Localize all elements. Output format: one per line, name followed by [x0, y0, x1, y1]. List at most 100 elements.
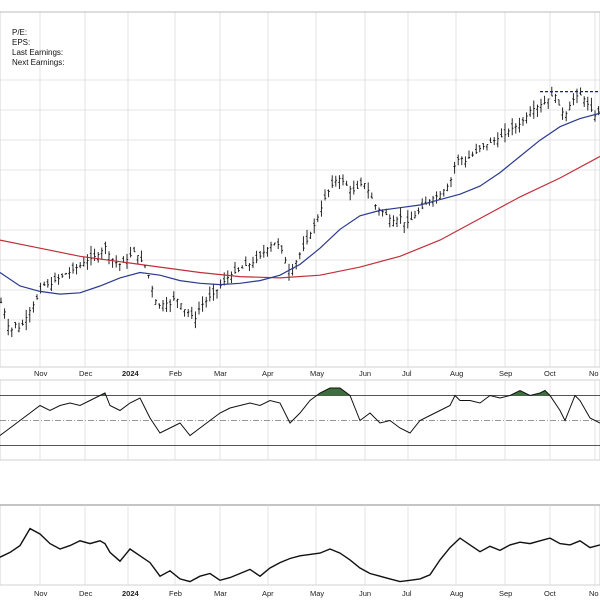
price-bar: [586, 96, 589, 111]
price-bar: [561, 107, 564, 120]
price-x-tick-label: 2024: [122, 369, 140, 378]
price-bar: [583, 96, 586, 107]
price-bar: [313, 218, 316, 234]
price-bar: [471, 151, 474, 157]
price-bar: [525, 112, 528, 124]
price-bar: [316, 214, 319, 223]
price-bar: [298, 252, 301, 260]
price-bar: [514, 123, 517, 134]
price-bar: [460, 156, 463, 166]
price-bar: [464, 156, 467, 168]
price-bar: [14, 321, 17, 329]
price-x-tick-label: Aug: [450, 369, 463, 378]
price-bar: [280, 245, 283, 254]
price-bar: [3, 308, 6, 319]
price-bar: [125, 253, 129, 269]
price-bar: [151, 285, 154, 298]
price-bar: [53, 272, 57, 283]
price-bar: [35, 294, 39, 300]
price-bar: [183, 309, 186, 317]
price-bar: [356, 180, 359, 189]
price-bar: [205, 296, 208, 308]
price-x-axis: Nov Dec 2024 Feb Mar Apr May Jun Jul Aug Sep Oct No: [34, 369, 599, 378]
indicator-x-tick-label: Feb: [169, 589, 182, 598]
price-grid: [0, 12, 600, 367]
price-bar: [0, 297, 3, 304]
price-bar: [449, 177, 453, 188]
price-bar: [104, 241, 107, 255]
price-bar: [97, 251, 100, 263]
price-bar: [82, 256, 85, 267]
price-bar: [446, 183, 449, 192]
price-bar: [169, 299, 172, 313]
price-bar: [32, 301, 35, 313]
indicator-x-tick-label: Oct: [544, 589, 557, 598]
price-bar: [331, 175, 334, 188]
price-bar: [421, 198, 424, 210]
price-bar: [496, 132, 499, 148]
price-bar: [399, 207, 402, 224]
price-bar: [79, 262, 82, 269]
price-bar: [57, 274, 60, 285]
price-bar: [323, 189, 327, 201]
price-bar: [251, 256, 255, 269]
price-bar: [392, 215, 395, 227]
price-bar: [111, 258, 114, 268]
price-bar: [327, 189, 330, 198]
price-bar: [46, 279, 49, 288]
price-bar: [467, 150, 471, 159]
price-bar: [172, 291, 175, 301]
price-bar: [50, 276, 53, 291]
price-bar: [212, 283, 215, 301]
price-bar: [341, 174, 345, 186]
price-x-tick-label: Oct: [544, 369, 557, 378]
price-bar: [158, 303, 161, 309]
price-bar: [439, 191, 442, 200]
price-bar: [457, 154, 460, 166]
price-bar: [590, 97, 593, 112]
price-bar: [403, 222, 406, 234]
price-bar: [539, 98, 543, 113]
price-bar: [75, 264, 78, 275]
indicator-x-tick-label: No: [589, 589, 599, 598]
price-bar: [475, 143, 478, 155]
indicator-line: [0, 527, 600, 583]
price-bar: [93, 248, 96, 262]
price-bar: [25, 309, 28, 331]
price-bar: [295, 259, 298, 270]
indicator-x-axis: Nov Dec 2024 Feb Mar Apr May Jun Jul Aug Sep Oct No: [34, 589, 599, 598]
price-bar: [395, 216, 399, 227]
price-bar: [176, 298, 179, 309]
indicator-panel: [0, 504, 600, 586]
price-bar: [17, 322, 21, 333]
price-bar: [302, 236, 305, 252]
price-bar: [179, 303, 183, 310]
price-bar: [133, 246, 136, 253]
price-bar: [259, 251, 262, 259]
price-bar: [417, 207, 420, 215]
price-bar: [230, 271, 233, 284]
price-bar: [248, 263, 251, 272]
price-bar: [190, 306, 193, 319]
price-bar: [100, 247, 103, 260]
indicator-grid: [39, 505, 596, 585]
pe-label: P/E:: [12, 28, 28, 37]
indicator-x-tick-label: 2024: [122, 589, 140, 598]
price-bar: [593, 110, 597, 122]
ma-short-line: [0, 112, 600, 295]
price-x-tick-label: Nov: [34, 369, 48, 378]
price-bar: [482, 143, 485, 150]
price-bar: [352, 180, 355, 195]
price-bar: [241, 265, 244, 269]
price-x-tick-label: Sep: [499, 369, 512, 378]
eps-label: EPS:: [12, 38, 31, 47]
price-bar: [10, 327, 13, 338]
price-bar: [334, 175, 337, 187]
next-earnings-label: Next Earnings:: [12, 58, 65, 67]
price-bar: [244, 256, 247, 266]
price-bar: [442, 188, 445, 197]
price-bar: [154, 299, 157, 305]
price-bar: [349, 185, 352, 201]
last-earnings-label: Last Earnings:: [12, 48, 64, 57]
price-bar: [388, 214, 391, 228]
